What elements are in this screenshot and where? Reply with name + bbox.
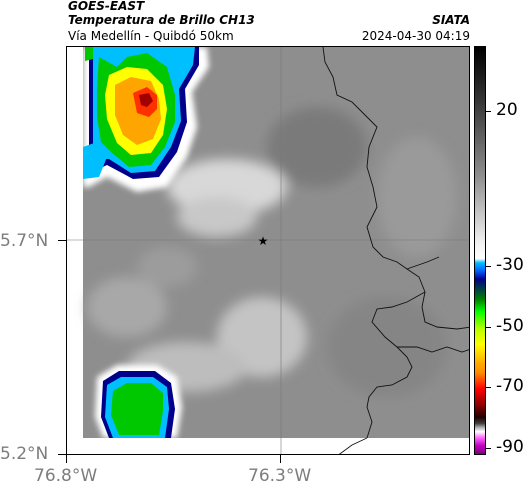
colorbar-tick	[486, 327, 491, 328]
datetime-label: 2024-04-30 04:19	[361, 29, 470, 43]
y-tick-mark	[58, 454, 66, 455]
longitude-label: 76.8°W	[34, 466, 98, 486]
colorbar-tick	[486, 111, 491, 112]
star-icon[interactable]: ★	[258, 234, 269, 248]
colorbar-label: -50	[496, 316, 524, 336]
colorbar	[474, 46, 486, 455]
colorbar-label: -90	[496, 437, 524, 457]
x-tick-mark	[66, 455, 67, 463]
y-tick-mark	[58, 240, 66, 241]
colorbar-label: 20	[496, 100, 518, 120]
colorbar-label: -30	[496, 255, 524, 275]
cloud-texture	[87, 107, 457, 397]
longitude-label: 76.3°W	[248, 466, 312, 486]
satellite-title: GOES-EAST	[68, 0, 145, 13]
latitude-label: 5.2°N	[0, 444, 49, 464]
satellite-map[interactable]: ★	[66, 46, 470, 455]
colorbar-tick	[486, 266, 491, 267]
convective-cloud-north	[83, 47, 209, 192]
organization-label: SIATA	[432, 13, 470, 27]
colorbar-tick	[486, 448, 491, 449]
border-lines	[322, 47, 469, 454]
region-subtitle: Vía Medellín - Quibdó 50km	[68, 29, 234, 43]
product-title: Temperatura de Brillo CH13	[68, 13, 255, 27]
latitude-label: 5.7°N	[0, 231, 49, 251]
colorbar-tick	[486, 387, 491, 388]
colorbar-label: -70	[496, 376, 524, 396]
convective-cloud-south	[95, 365, 182, 438]
x-tick-mark	[280, 455, 281, 463]
